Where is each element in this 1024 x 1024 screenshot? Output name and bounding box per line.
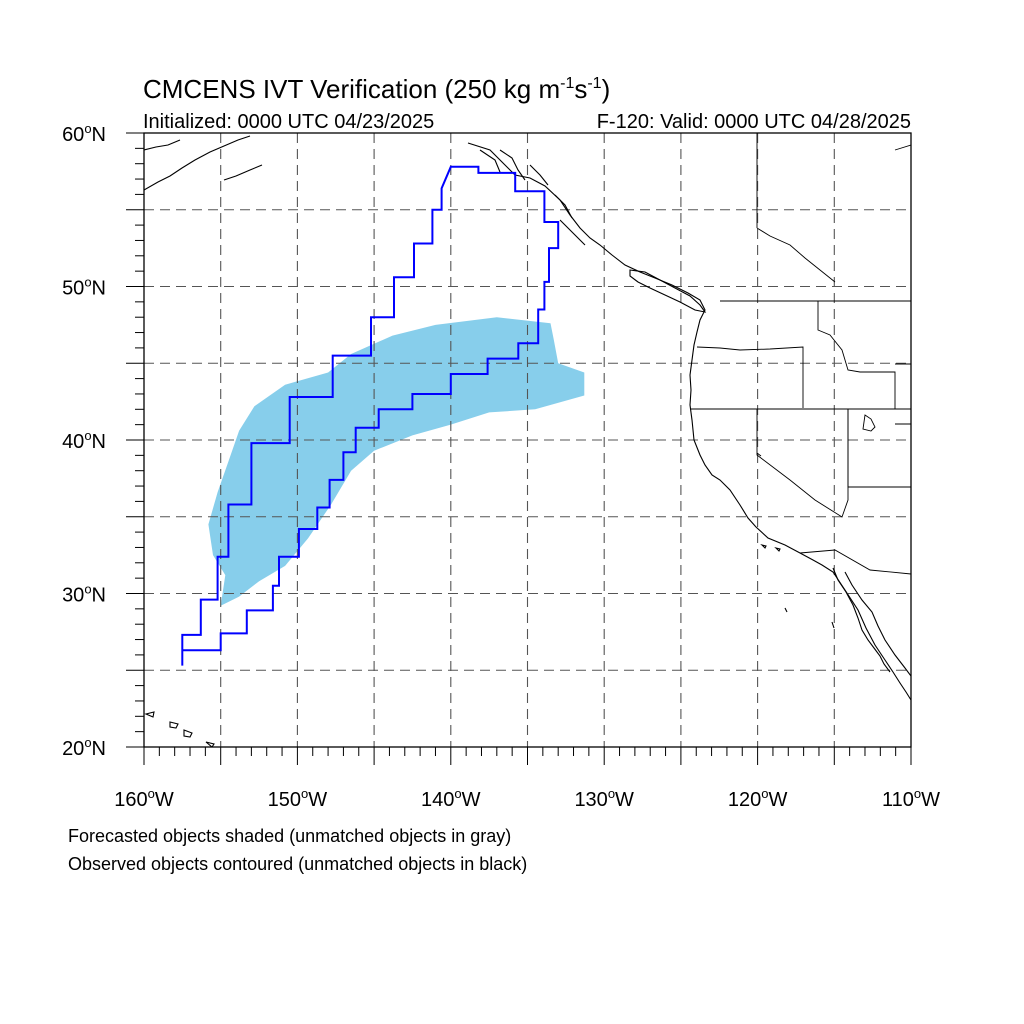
lat-label: 50oN: [62, 275, 106, 300]
vancouver-island: [629, 269, 707, 313]
arizona-mexico-border: [799, 549, 911, 575]
footer-observed-note: Observed objects contoured (unmatched ob…: [68, 854, 528, 874]
hawaiian-islands: [144, 711, 215, 747]
baja-peninsula: [832, 567, 911, 677]
lon-label: 150oW: [268, 786, 328, 811]
initialized-subtitle: Initialized: 0000 UTC 04/23/2025: [143, 111, 434, 133]
utah-arizona-border: [847, 363, 911, 488]
idaho-border: [817, 301, 896, 409]
valid-subtitle: F-120: Valid: 0000 UTC 04/28/2025: [597, 111, 911, 133]
axis-labels: 60oN 50oN 40oN 30oN 20oN 160oW 150oW 140oW 130oW…: [62, 121, 940, 811]
nevada-border: [756, 409, 849, 518]
washington-oregon-border: [696, 346, 804, 408]
lon-label: 140oW: [421, 786, 481, 811]
lat-label: 40oN: [62, 428, 106, 453]
forecast-object-layer: [208, 317, 585, 606]
lon-label: 130oW: [574, 786, 634, 811]
coastline-layer: [144, 133, 911, 747]
alaska-coast: [144, 135, 263, 191]
lon-label: 110oW: [882, 786, 940, 811]
grid-lines: [144, 133, 911, 747]
forecast-ivt-object: [208, 317, 585, 606]
interior-lakes: [756, 414, 876, 457]
channel-islands: [760, 543, 835, 629]
north-american-coastline: [467, 142, 911, 701]
footer-forecast-note: Forecasted objects shaded (unmatched obj…: [68, 826, 512, 846]
lat-label: 20oN: [62, 735, 106, 760]
lon-label: 160oW: [114, 786, 174, 811]
observed-object-layer: [181, 165, 560, 666]
lat-label: 60oN: [62, 121, 106, 146]
lon-label: 120oW: [728, 786, 788, 811]
map-title: CMCENS IVT Verification (250 kg m-1s-1): [143, 74, 610, 104]
alaska-panhandle-islands: [479, 149, 586, 246]
canada-interior: [756, 133, 911, 283]
lat-label: 30oN: [62, 582, 106, 607]
axis-ticks: [126, 132, 912, 765]
observed-ivt-contour: [181, 165, 560, 666]
